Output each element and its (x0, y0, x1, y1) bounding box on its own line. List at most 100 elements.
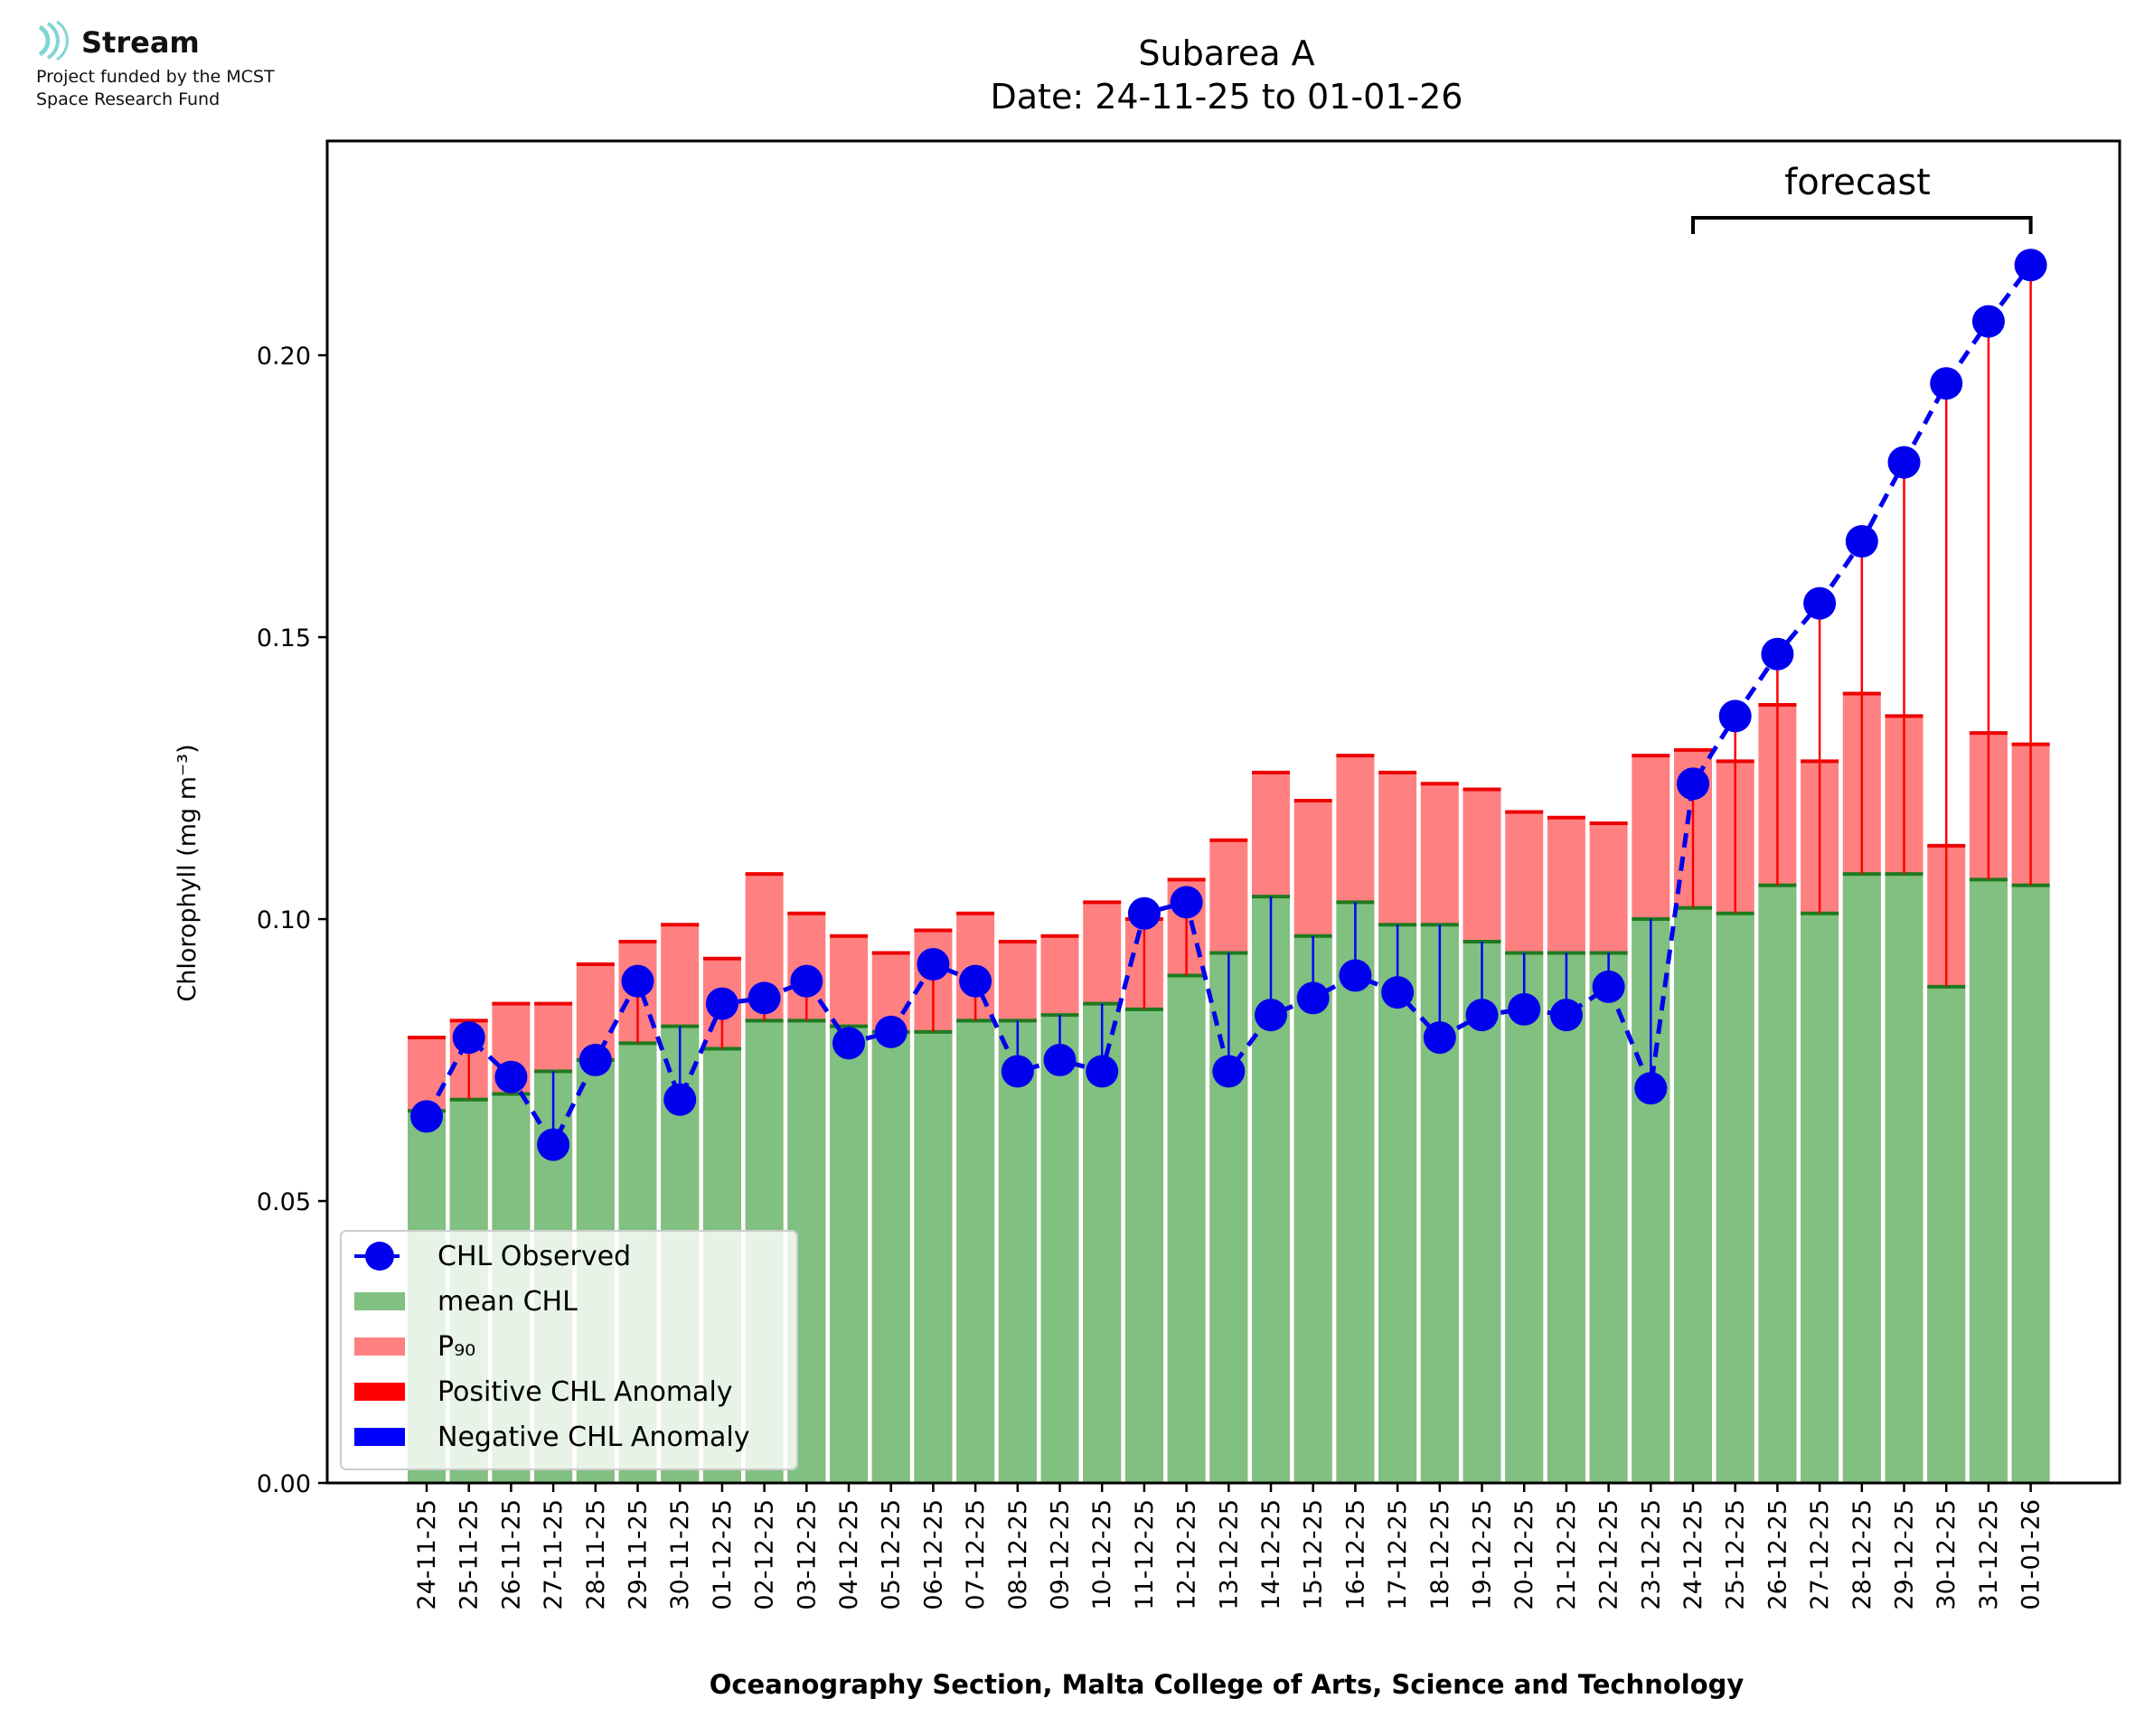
chart-title: Subarea A (1138, 33, 1314, 73)
mean-bar (1758, 885, 1797, 1483)
mean-bar (1801, 913, 1839, 1483)
legend: CHL Observed mean CHL P₉₀ Positive CHL A… (340, 1230, 798, 1470)
observed-point (1296, 981, 1330, 1015)
observed-point (410, 1100, 443, 1133)
observed-point (621, 964, 654, 998)
y-tick-label: 0.15 (257, 624, 311, 652)
x-tick-label: 12-12-25 (1173, 1499, 1201, 1610)
forecast-label: forecast (1784, 162, 1931, 203)
legend-label-mean: mean CHL (437, 1286, 578, 1318)
observed-point (452, 1021, 485, 1055)
x-tick-label: 10-12-25 (1088, 1499, 1116, 1610)
axes-layer: 0.00 0.05 0.10 0.15 0.20 24-11-25 25-11-25 26-1… (257, 139, 2121, 1610)
mean-bar (1378, 924, 1417, 1483)
forecast-bracket (1691, 216, 2033, 234)
x-tick-label: 01-01-26 (2018, 1499, 2046, 1610)
observed-point (790, 964, 823, 998)
observed-point (917, 947, 950, 981)
mean-bar (871, 1031, 910, 1483)
x-tick-label: 21-12-25 (1553, 1499, 1581, 1610)
x-tick-label: 16-12-25 (1341, 1499, 1369, 1610)
x-tick-label: 01-12-25 (709, 1499, 737, 1610)
legend-label-observed: CHL Observed (437, 1241, 631, 1272)
x-tick-label: 30-11-25 (666, 1499, 694, 1610)
mean-bar (1124, 1009, 1163, 1483)
x-tick-label: 11-12-25 (1131, 1499, 1159, 1610)
observed-point (1381, 976, 1415, 1009)
x-tick-label: 26-12-25 (1764, 1499, 1792, 1610)
x-tick-label: 04-12-25 (835, 1499, 863, 1610)
mean-bar (1505, 952, 1544, 1483)
observed-point (1971, 305, 2005, 338)
mean-bar (1842, 874, 1881, 1483)
forecast-annotation: forecast (1691, 162, 2033, 234)
x-tick-label: 13-12-25 (1215, 1499, 1243, 1610)
x-tick-label: 07-12-25 (962, 1499, 990, 1610)
mean-bar (956, 1020, 995, 1483)
mean-bar (1336, 902, 1375, 1483)
mean-bar (1716, 913, 1754, 1483)
observed-point (1043, 1044, 1077, 1077)
x-tick-label: 29-11-25 (625, 1499, 653, 1610)
mean-bar (1293, 935, 1332, 1483)
observed-point (832, 1027, 865, 1060)
y-tick-label: 0.00 (257, 1470, 311, 1498)
x-tick-label: 27-11-25 (540, 1499, 568, 1610)
mean-bar (1885, 874, 1924, 1483)
x-tick-label: 17-12-25 (1384, 1499, 1412, 1610)
observed-point (578, 1044, 612, 1077)
observed-point (1718, 699, 1752, 733)
observed-point (494, 1060, 528, 1093)
observed-point (1255, 999, 1287, 1032)
x-tick-label: 15-12-25 (1300, 1499, 1328, 1610)
x-tick-label: 22-12-25 (1595, 1499, 1623, 1610)
observed-point (1761, 637, 1794, 671)
x-tick-label: 18-12-25 (1426, 1499, 1454, 1610)
legend-swatch-mean (354, 1292, 405, 1310)
legend-label-negative: Negative CHL Anomaly (437, 1422, 750, 1453)
x-tick-label: 27-12-25 (1806, 1499, 1834, 1610)
mean-bar (1547, 952, 1585, 1483)
observed-point (748, 981, 781, 1015)
x-tick-label: 02-12-25 (751, 1499, 779, 1610)
observed-point (1127, 896, 1161, 930)
x-tick-label: 09-12-25 (1047, 1499, 1075, 1610)
observed-point (959, 964, 992, 998)
observed-point (1845, 525, 1878, 558)
mean-bar (2011, 885, 2050, 1483)
legend-observed-marker (365, 1242, 394, 1271)
legend-label-positive: Positive CHL Anomaly (437, 1376, 733, 1408)
legend-label-p90: P₉₀ (437, 1331, 475, 1363)
y-tick-label: 0.20 (257, 343, 311, 371)
observed-point (1465, 999, 1499, 1032)
legend-swatch-p90 (354, 1337, 405, 1356)
x-axis-label: Oceanography Section, Malta College of A… (710, 1669, 1745, 1700)
x-tick-label: 24-11-25 (413, 1499, 441, 1610)
chart-subtitle: Date: 24-11-25 to 01-01-26 (991, 77, 1463, 117)
x-tick-label: 20-12-25 (1510, 1499, 1538, 1610)
observed-point (1592, 970, 1625, 1003)
observed-point (1170, 886, 1203, 919)
x-tick-label: 08-12-25 (1004, 1499, 1032, 1610)
observed-point (1212, 1055, 1246, 1088)
x-tick-label: 28-12-25 (1848, 1499, 1877, 1610)
observed-point (1339, 959, 1372, 992)
x-tick-label: 25-12-25 (1722, 1499, 1750, 1610)
observed-line (424, 263, 2033, 1150)
x-tick-label: 28-11-25 (582, 1499, 610, 1610)
observed-point (1803, 586, 1837, 620)
mean-bar (998, 1020, 1037, 1483)
observed-point (663, 1083, 697, 1116)
observed-point (2014, 249, 2047, 282)
legend-swatch-positive (354, 1383, 405, 1401)
x-tick-label: 29-12-25 (1891, 1499, 1919, 1610)
mean-bar (1040, 1015, 1079, 1483)
mean-bar (914, 1031, 953, 1483)
stream-logo-icon (38, 20, 69, 61)
x-tick-label: 03-12-25 (793, 1499, 821, 1610)
observed-line-layer (410, 249, 2047, 1161)
mean-bar (1589, 952, 1628, 1483)
x-tick-label: 25-11-25 (456, 1499, 484, 1610)
mean-bar (1463, 942, 1501, 1483)
